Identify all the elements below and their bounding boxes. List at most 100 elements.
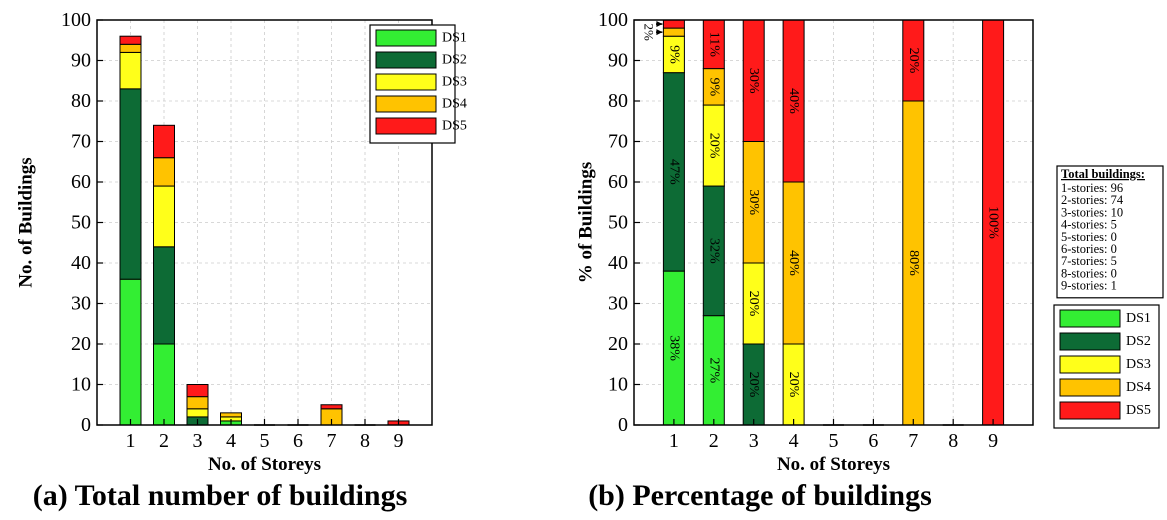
- bar-segment-2-ds4: [153, 157, 175, 187]
- y-tick-label: 80: [71, 90, 91, 112]
- y-tick-label: 0: [81, 414, 91, 436]
- x-tick-label: 8: [948, 430, 958, 452]
- x-tick-label: 3: [193, 430, 203, 452]
- bar-value-label: 9%: [706, 77, 721, 96]
- x-tick-label: 4: [789, 430, 799, 452]
- bar-value-label: 20%: [746, 372, 761, 398]
- bar-value-label: 27%: [706, 357, 721, 383]
- bar-segment-1-ds5: [662, 19, 685, 29]
- bar-value-label: 20%: [706, 133, 721, 159]
- bar-value-label: 80%: [906, 250, 921, 276]
- callout-arrow-head: [656, 21, 663, 28]
- y-tick-label: 50: [71, 212, 91, 234]
- x-tick-label: 4: [226, 430, 236, 452]
- x-tick-label: 9: [988, 430, 998, 452]
- x-axis-title: No. of Storeys: [777, 454, 890, 475]
- info-box-line: 9-stories: 1: [1061, 279, 1117, 293]
- chart-a: 0 10 20 30 40 50 60 70 80 90 100 1 2 3 4 5 6 7 8 9 No. of St…: [16, 9, 467, 512]
- legend-swatch-ds3: [1059, 355, 1121, 374]
- x-tick-label: 5: [829, 430, 839, 452]
- info-box-line: 6-stories: 0: [1061, 242, 1117, 256]
- legend-label-ds5: DS5: [1126, 403, 1151, 418]
- y-tick-label: 60: [71, 171, 91, 193]
- bar-segment-1-ds4: [662, 27, 685, 37]
- info-box-line: 5-stories: 0: [1061, 230, 1117, 244]
- bar-value-label: 20%: [746, 291, 761, 317]
- chart-title: (a) Total number of buildings: [33, 479, 408, 512]
- x-tick-label: 1: [126, 430, 136, 452]
- bar-segment-3-ds3: [186, 408, 209, 418]
- y-tick-label: 100: [598, 9, 628, 31]
- bar-value-label: 100%: [986, 206, 1001, 239]
- legend-label-ds4: DS4: [1126, 380, 1151, 395]
- y-tick-label: 0: [618, 414, 628, 436]
- bar-segment-2-ds2: [153, 246, 175, 345]
- legend-label-ds1: DS1: [442, 31, 467, 46]
- bar-value-label: 20%: [786, 372, 801, 398]
- chart-b: 38%47%9%27%32%20%9%11%20%20%30%30%20%40%…: [576, 9, 1164, 512]
- legend-label-ds2: DS2: [1126, 334, 1151, 349]
- bar-value-label: 47%: [666, 159, 681, 185]
- legend-swatch-ds5: [375, 117, 437, 135]
- bar-value-label: 11%: [706, 32, 721, 57]
- x-tick-label: 6: [868, 430, 878, 452]
- y-tick-label: 90: [71, 50, 91, 72]
- legend-swatch-ds1: [1059, 309, 1121, 328]
- bar-segment-1-ds1: [119, 278, 142, 426]
- legend-swatch-ds5: [1059, 401, 1121, 420]
- bar-value-label: 40%: [786, 88, 801, 114]
- bar-value-label: 9%: [666, 45, 681, 64]
- y-tick-label: 20: [608, 333, 628, 355]
- x-tick-label: 5: [260, 430, 270, 452]
- y-tick-label: 10: [608, 374, 628, 396]
- chart-title: (b) Percentage of buildings: [588, 479, 932, 512]
- bar-segment-2-ds5: [153, 124, 175, 159]
- x-tick-label: 9: [394, 430, 404, 452]
- x-tick-label: 8: [360, 430, 370, 452]
- legend-label-ds3: DS3: [1126, 357, 1151, 372]
- x-tick-label: 3: [749, 430, 759, 452]
- bar-value-label: 40%: [786, 250, 801, 276]
- y-tick-label: 10: [71, 374, 91, 396]
- y-tick-label: 40: [608, 252, 628, 274]
- y-tick-label: 30: [71, 293, 91, 315]
- y-tick-label: 60: [608, 171, 628, 193]
- info-box-line: 8-stories: 0: [1061, 266, 1117, 280]
- legend-swatch-ds2: [1059, 332, 1121, 351]
- x-tick-label: 1: [669, 430, 679, 452]
- bar-value-label: 32%: [706, 238, 721, 264]
- y-tick-label: 20: [71, 333, 91, 355]
- x-axis-title: No. of Storeys: [208, 454, 321, 475]
- y-tick-label: 80: [608, 90, 628, 112]
- info-box-line: 2-stories: 74: [1061, 193, 1124, 207]
- x-tick-label: 7: [908, 430, 918, 452]
- callout-arrow-head: [656, 29, 663, 36]
- legend-label-ds5: DS5: [442, 119, 467, 134]
- bar-segment-1-ds2: [119, 88, 142, 280]
- legend-swatch-ds4: [1059, 378, 1121, 397]
- info-box-line: 3-stories: 10: [1061, 205, 1123, 219]
- y-tick-label: 100: [61, 9, 91, 31]
- callout-label: 2%: [642, 23, 657, 41]
- legend-label-ds4: DS4: [442, 97, 467, 112]
- legend-swatch-ds2: [375, 51, 437, 69]
- bar-segment-4-ds4: [220, 412, 242, 418]
- bar-value-label: 30%: [746, 68, 761, 94]
- bar-segment-1-ds5: [119, 35, 142, 45]
- legend-label-ds3: DS3: [442, 75, 467, 90]
- bar-segment-3-ds5: [186, 384, 209, 398]
- x-tick-label: 2: [159, 430, 169, 452]
- x-tick-label: 2: [709, 430, 719, 452]
- x-tick-label: 7: [327, 430, 337, 452]
- bar-segment-2-ds1: [153, 343, 175, 426]
- bar-value-label: 30%: [746, 189, 761, 215]
- y-tick-label: 40: [71, 252, 91, 274]
- total-buildings-box: Total buildings:1-stories: 962-stories: …: [1056, 165, 1164, 299]
- y-axis-title: No. of Buildings: [16, 157, 37, 287]
- y-tick-label: 30: [608, 293, 628, 315]
- legend-swatch-ds1: [375, 29, 437, 47]
- y-tick-label: 70: [608, 131, 628, 153]
- legend-label-ds1: DS1: [1126, 311, 1151, 326]
- y-tick-label: 70: [71, 131, 91, 153]
